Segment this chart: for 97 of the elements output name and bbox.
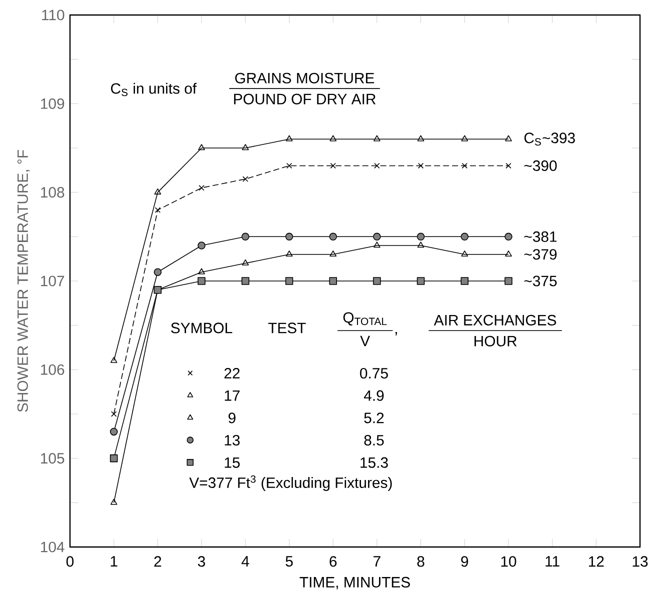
y-axis-title: SHOWER WATER TEMPERATURE, °F [17,150,30,412]
point [374,135,380,142]
legend-label: 9 [228,412,236,424]
point [505,250,512,257]
legend-label: 13 [224,434,240,446]
y-tick-label: 107 [41,276,64,286]
annotation: V=377 Ft$^{3}$ (Excluding Fixtures) [189,475,392,491]
point [460,232,469,241]
point [242,277,250,285]
point [110,356,118,363]
point [330,250,337,257]
point [416,277,425,285]
point [329,232,337,241]
point [110,498,118,505]
annotation: ~381 [524,231,557,242]
x-tick-label: 7 [374,556,380,566]
point [373,277,381,285]
y-tick-label: 109 [41,98,64,109]
point [374,162,380,169]
x-tick-label: 9 [461,556,468,567]
annotation: 0.75 [360,368,388,379]
point [504,232,512,241]
x-tick-label: 1 [110,556,118,566]
point [417,135,424,142]
point [286,162,292,169]
point [198,242,206,250]
x-tick-label: 11 [546,556,560,566]
y-tick-label: 108 [41,187,64,198]
point [110,411,117,417]
point [329,277,337,285]
annotation: ~375 [524,276,557,286]
annotation: 4.9 [364,390,384,401]
annotation: SYMBOL [171,322,232,334]
point [285,232,294,241]
annotation: C$_{S}$ in units of [111,82,197,96]
annotation: AIR EXCHANGES [434,314,556,326]
point [417,242,424,248]
point [154,207,161,213]
annotation: HOUR [474,336,517,346]
annotation: , [395,332,397,336]
point [198,144,205,150]
point [460,277,469,285]
point [242,144,249,150]
legend-label: 22 [224,368,240,378]
point [198,185,204,191]
x-tick-label: 0 [66,556,74,567]
annotation: GRAINS MOISTURE [235,72,374,84]
annotation: 15.3 [360,457,388,468]
point [154,268,162,276]
point [418,162,424,169]
annotation: C$_{S}$~393 [524,132,575,146]
annotation: V [360,336,370,346]
annotation: TEST [268,322,306,334]
point [461,135,468,142]
x-tick-label: 3 [198,556,206,567]
point [461,250,468,257]
point [330,135,337,142]
point [416,232,425,241]
x-tick-label: 10 [501,556,516,567]
point [110,428,118,436]
annotation: Q$_{TOTAL}$ [343,312,387,326]
x-axis-title: TIME, MINUTES [300,576,410,590]
point [154,188,162,194]
annotation: ~379 [524,249,557,260]
point [110,454,118,462]
legend-label: 15 [224,457,240,468]
annotation: POUND OF DRY AIR [234,94,376,104]
legend-label: 17 [224,390,240,401]
point [462,162,468,169]
annotation: ~390 [524,160,557,172]
y-tick-label: 105 [41,453,64,464]
x-tick-label: 5 [286,556,293,567]
x-tick-label: 2 [154,556,162,567]
point [504,277,512,285]
y-tick-label: 104 [41,542,64,552]
point [242,232,250,241]
annotation: 5.2 [364,412,384,424]
point [506,162,512,169]
annotation: 8.5 [364,434,384,446]
x-tick-label: 6 [330,556,337,567]
y-tick-label: 106 [41,364,64,375]
point [286,135,293,142]
x-tick-label: 4 [242,556,250,566]
point [198,277,206,285]
x-tick-label: 12 [588,556,604,567]
point [198,268,205,274]
x-tick-label: 8 [417,556,424,567]
point [242,259,249,266]
point [242,176,248,182]
point [330,162,336,169]
point [374,242,380,248]
point [285,277,294,285]
point [505,135,512,142]
point [373,232,381,241]
y-tick-label: 110 [42,10,64,20]
x-tick-label: 13 [632,556,648,567]
point [286,250,293,257]
